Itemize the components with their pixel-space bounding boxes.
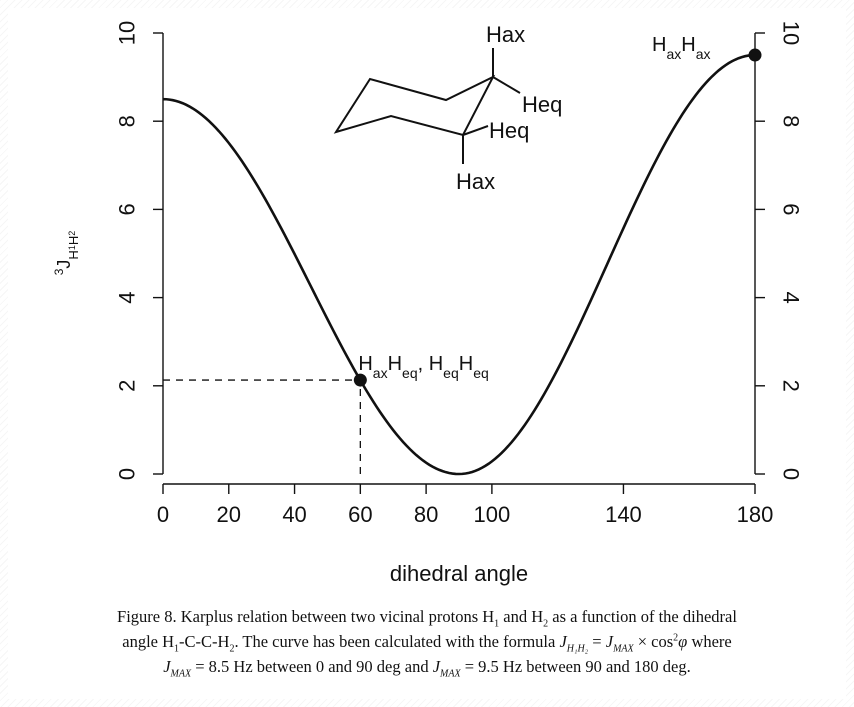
point-label: HaxHeq, HeqHeq [358, 353, 488, 381]
point-label: HaxHax [652, 34, 711, 62]
formula-phi: φ [678, 632, 688, 651]
formula-j-subscript: H₁H₂ [566, 643, 589, 655]
formula-j: J [559, 632, 567, 651]
axes-layer: 0 20 40 60 80 100 140 18002468100246810dihedral… [52, 21, 804, 586]
caption-text: -C-C-H [179, 632, 230, 651]
x-tick-label: 60 [348, 502, 372, 527]
formula-jmax-subscript: MAX [440, 668, 461, 680]
formula-jmax: J [605, 632, 614, 651]
bond-lower-equatorial [462, 125, 489, 136]
caption-subscript: 1 [174, 643, 180, 655]
data-point [353, 373, 367, 387]
karplus-curve [162, 53, 756, 476]
caption-text: where [687, 632, 732, 651]
caption-text: angle H [122, 632, 175, 651]
caption-text: as a function of the dihedral [548, 607, 737, 626]
caption-text: and H [499, 607, 544, 626]
cyclohexane-structure [333, 48, 521, 164]
x-tick-label: 180 [737, 502, 774, 527]
y-tick-label-right: 0 [779, 468, 804, 480]
y-tick-label-right: 4 [779, 291, 804, 303]
y-tick-label-left: 0 [115, 468, 140, 480]
caption-text: Figure 8. Karplus relation between two v… [117, 607, 495, 626]
caption-line-1: Figure 8. Karplus relation between two v… [8, 604, 846, 629]
x-tick-label: 40 [282, 502, 306, 527]
formula-jmax-subscript: MAX [613, 643, 634, 655]
label-hax-top: Hax [486, 22, 525, 47]
caption-line-2: angle H1-C-C-H2. The curve has been calc… [8, 629, 846, 654]
curve-layer [162, 48, 762, 476]
caption-text: = 9.5 Hz between 90 and 180 deg. [460, 657, 691, 676]
caption-subscript: 2 [543, 618, 549, 630]
label-hax-bottom: Hax [456, 169, 495, 194]
karplus-chart: 0 20 40 60 80 100 140 18002468100246810dihedral… [52, 21, 804, 586]
label-heq-lower: Heq [489, 118, 529, 143]
caption-text: = 8.5 Hz between 0 and 90 deg and [191, 657, 433, 676]
caption-subscript: 1 [494, 618, 500, 630]
formula-exponent: 2 [673, 632, 679, 644]
formula-jmax: J [432, 657, 441, 676]
data-point [748, 48, 762, 62]
figure-panel: 0 20 40 60 80 100 140 180 0 2 4 6 8 10 0 2 4 6 8 10 dihedral… [8, 8, 846, 699]
bond-upper-equatorial [492, 76, 521, 94]
y-tick-label-left: 8 [115, 115, 140, 127]
formula-jmax: J [163, 657, 171, 676]
y-tick-label-left: 2 [115, 380, 140, 392]
caption-line-3: JMAX = 8.5 Hz between 0 and 90 deg and J… [8, 654, 846, 679]
x-tick-label: 100 [474, 502, 511, 527]
y-tick-label-right: 10 [779, 21, 804, 45]
formula-cos: × cos [633, 632, 674, 651]
cyclohexane-ring [333, 74, 496, 137]
x-axis-title: dihedral angle [390, 561, 528, 586]
y-tick-label-right: 6 [779, 203, 804, 215]
x-tick-label: 140 [605, 502, 642, 527]
y-tick-label-right: 2 [779, 380, 804, 392]
x-tick-label: 80 [414, 502, 438, 527]
y-tick-label-left: 4 [115, 291, 140, 303]
x-tick-label: 20 [217, 502, 241, 527]
label-heq-upper: Heq [522, 92, 562, 117]
caption-text: . The curve has been calculated with the… [234, 632, 560, 651]
y-tick-label-left: 6 [115, 203, 140, 215]
figure-caption: Figure 8. Karplus relation between two v… [8, 604, 846, 679]
y-tick-label-left: 10 [115, 21, 140, 45]
formula-equals: = [588, 632, 606, 651]
caption-subscript: 2 [229, 643, 235, 655]
x-tick-label: 0 [157, 502, 169, 527]
y-tick-label-right: 8 [779, 115, 804, 127]
y-axis-title: 3JH1H2 [52, 231, 81, 276]
formula-jmax-subscript: MAX [170, 668, 192, 680]
